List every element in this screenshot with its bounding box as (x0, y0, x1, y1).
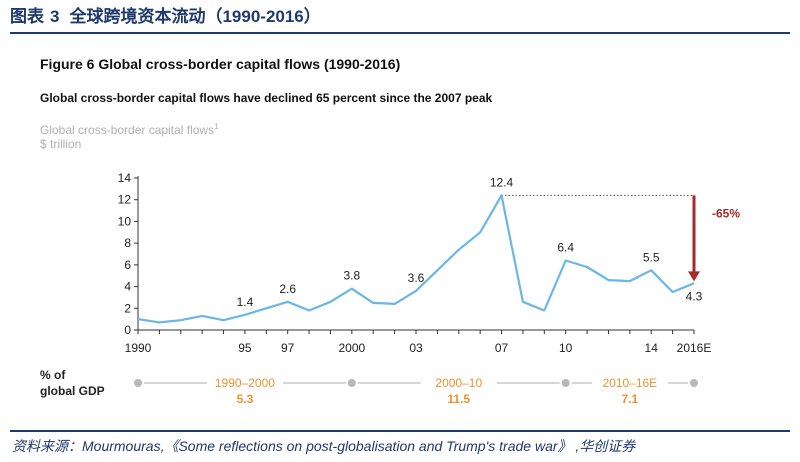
gdp-label-line1: % of (40, 368, 66, 382)
report-header: 图表 3 全球跨境资本流动（1990-2016） (10, 4, 790, 34)
series-label: Global cross-border capital flows1 (40, 122, 219, 137)
y-tick-label: 4 (124, 280, 131, 294)
x-tick-label: 95 (238, 341, 252, 355)
timeline-marker (134, 379, 142, 387)
gdp-period-value: 5.3 (237, 392, 254, 406)
y-tick-label: 10 (118, 214, 132, 228)
gdp-period-value: 7.1 (622, 392, 639, 406)
footnote-marker: 1 (214, 122, 219, 131)
x-tick-label: 2000 (338, 341, 365, 355)
report-title: 全球跨境资本流动（1990-2016） (69, 7, 321, 26)
gdp-period-value: 11.5 (447, 392, 470, 406)
x-tick-label: 2016E (677, 341, 712, 355)
unit-label: $ trillion (40, 137, 82, 151)
y-tick-label: 12 (118, 193, 132, 207)
timeline-marker (690, 379, 698, 387)
data-label: 12.4 (490, 175, 514, 189)
data-label: 5.5 (643, 250, 660, 264)
series-label-text: Global cross-border capital flows (40, 123, 215, 137)
timeline-marker (347, 379, 356, 387)
figure-title: Figure 6 Global cross-border capital flo… (40, 56, 401, 72)
timeline-marker (561, 379, 570, 387)
chart-number-label: 图表 (10, 7, 44, 26)
data-label: 3.8 (344, 269, 361, 283)
data-label: 2.6 (279, 282, 296, 296)
gdp-period-range: 2000–10 (435, 376, 482, 390)
capital-flows-line (137, 194, 695, 324)
capital-flows-chart: 0 2 4 6 8 10 12 14 1990 95 97 2000 03 07 10 14 2016E -65%… (40, 171, 740, 406)
x-tick-label: 14 (645, 341, 659, 355)
figure-subtitle: Global cross-border capital flows have d… (40, 91, 493, 105)
decline-percent-label: -65% (712, 207, 740, 221)
data-label: 3.6 (408, 271, 425, 285)
x-tick-label: 10 (559, 341, 573, 355)
data-label: 6.4 (557, 241, 574, 255)
x-tick-label: 97 (281, 341, 295, 355)
x-tick-label: 03 (409, 341, 423, 355)
y-tick-label: 8 (124, 236, 131, 250)
data-label: 4.3 (686, 289, 703, 303)
x-tick-label: 07 (495, 341, 509, 355)
y-tick-label: 2 (124, 301, 131, 315)
chart-number: 3 (50, 7, 60, 26)
gdp-period-range: 2010–16E (602, 376, 657, 390)
data-label: 1.4 (237, 295, 254, 309)
y-tick-label: 14 (118, 171, 132, 185)
y-tick-label: 0 (124, 323, 131, 337)
footer-rule (10, 430, 790, 432)
gdp-label-line2: global GDP (40, 384, 105, 398)
x-tick-label: 1990 (125, 341, 152, 355)
decline-arrow-head (688, 271, 700, 282)
gdp-period-range: 1990–2000 (215, 376, 275, 390)
y-tick-label: 6 (124, 258, 131, 272)
source-note: 资料来源：Mourmouras,《Some reflections on pos… (12, 438, 636, 454)
